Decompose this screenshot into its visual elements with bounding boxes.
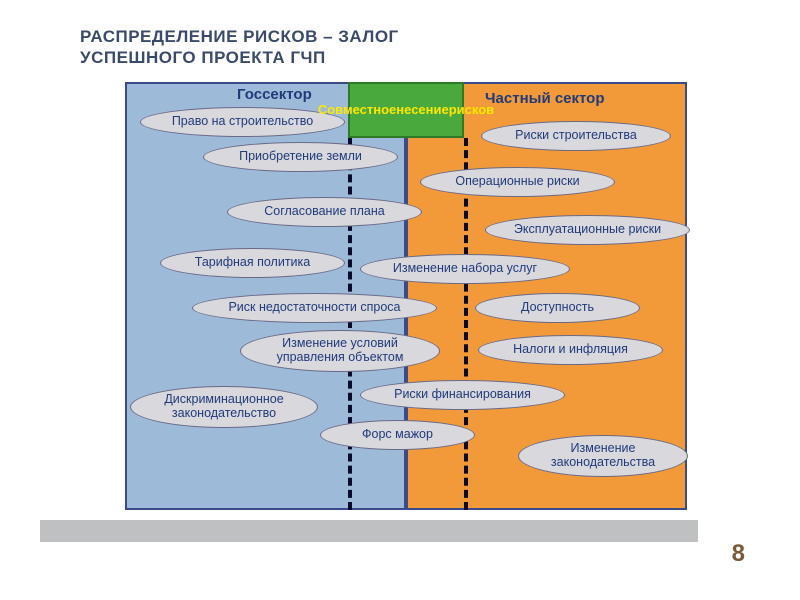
- private-sector-label: Частный сектор: [485, 90, 605, 107]
- risk-ellipse: Согласование плана: [227, 197, 422, 227]
- risk-ellipse: Тарифная политика: [160, 248, 345, 278]
- dashed-left: [348, 138, 352, 510]
- title-line-1: РАСПРЕДЕЛЕНИЕ РИСКОВ – ЗАЛОГ: [80, 27, 399, 46]
- risk-ellipse: Форс мажор: [320, 420, 475, 450]
- gov-sector-label: Госсектор: [237, 86, 312, 103]
- risk-ellipse: Доступность: [475, 293, 640, 323]
- risk-ellipse: Изменение условий управления объектом: [240, 330, 440, 372]
- risk-ellipse: Налоги и инфляция: [478, 335, 663, 365]
- risk-ellipse: Эксплуатационные риски: [485, 215, 690, 245]
- risk-ellipse: Операционные риски: [420, 167, 615, 197]
- risk-ellipse: Изменение законодательства: [518, 435, 688, 477]
- title-line-2: УСПЕШНОГО ПРОЕКТА ГЧП: [80, 48, 326, 67]
- risk-ellipse: Право на строительство: [140, 107, 345, 137]
- shared-risk-label: Совместноенесениерисков: [348, 82, 464, 138]
- risk-ellipse: Риски финансирования: [360, 380, 565, 410]
- footer-bar: [40, 520, 698, 542]
- page-number: 8: [732, 540, 745, 568]
- risk-ellipse: Изменение набора услуг: [360, 254, 570, 284]
- risk-ellipse: Риски строительства: [481, 121, 671, 151]
- slide-title: РАСПРЕДЕЛЕНИЕ РИСКОВ – ЗАЛОГ УСПЕШНОГО П…: [80, 26, 399, 69]
- risk-ellipse: Приобретение земли: [203, 142, 398, 172]
- risk-ellipse: Дискриминационное законодательство: [130, 386, 318, 428]
- risk-ellipse: Риск недостаточности спроса: [192, 293, 437, 323]
